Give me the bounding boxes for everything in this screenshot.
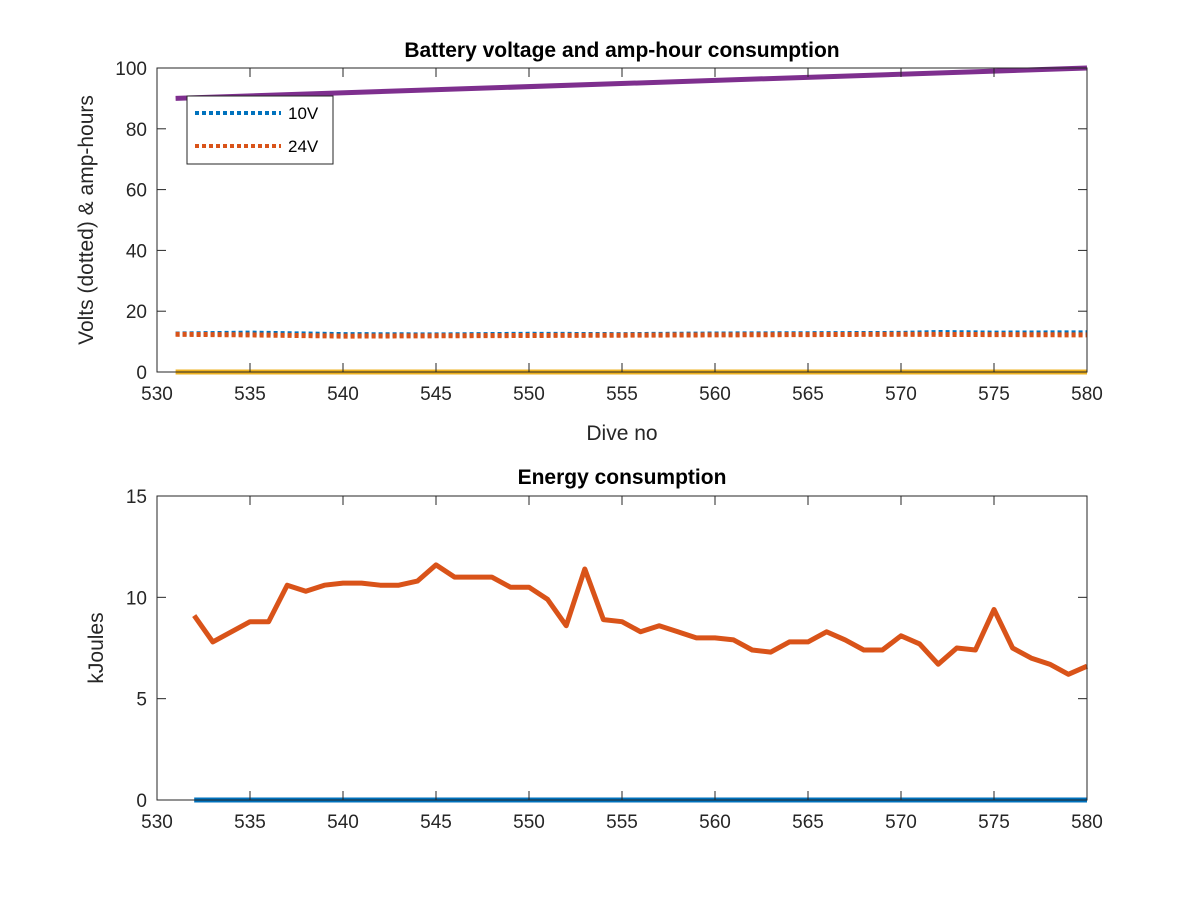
energy-x-tick-label: 565 <box>792 812 824 833</box>
energy-y-tick-label: 5 <box>136 690 147 711</box>
energy-x-tick-label: 535 <box>234 812 266 833</box>
amp-hour-line-purple <box>175 65 1088 101</box>
legend-label-10v: 10V <box>288 104 319 123</box>
energy-x-tick-label: 530 <box>141 812 173 833</box>
battery-x-tick-label: 565 <box>792 384 824 405</box>
battery-y-tick-label: 80 <box>126 120 147 141</box>
chart-energy: 530 535 540 545 550 555 560 565 570 575 580 0 5 10 15… <box>85 466 1103 833</box>
battery-y-tick-label: 0 <box>136 363 147 384</box>
battery-y-tick-label: 20 <box>126 302 147 323</box>
energy-x-tick-label: 560 <box>699 812 731 833</box>
energy-x-tick-label: 550 <box>513 812 545 833</box>
battery-x-tick-label: 530 <box>141 384 173 405</box>
battery-y-tick-label: 60 <box>126 181 147 202</box>
energy-line-orange <box>192 562 1088 677</box>
energy-x-tick-label: 580 <box>1071 812 1103 833</box>
battery-x-tick-label: 570 <box>885 384 917 405</box>
energy-y-tick-label: 15 <box>126 487 147 508</box>
battery-x-tick-label: 540 <box>327 384 359 405</box>
battery-legend: 10V 24V <box>186 95 334 165</box>
battery-x-tick-label: 575 <box>978 384 1010 405</box>
battery-y-tick-label: 40 <box>126 241 147 262</box>
energy-y-axis-label: kJoules <box>85 612 108 683</box>
legend-box <box>186 95 334 165</box>
energy-x-ticks: 530 535 540 545 550 555 560 565 570 575 580 <box>141 496 1103 833</box>
battery-x-tick-label: 580 <box>1071 384 1103 405</box>
energy-x-tick-label: 575 <box>978 812 1010 833</box>
battery-x-tick-label: 560 <box>699 384 731 405</box>
battery-chart-title: Battery voltage and amp-hour consumption <box>404 39 839 62</box>
chart-battery: 530 535 540 545 550 555 560 565 570 575 580 0 20 40 6… <box>75 39 1103 445</box>
24v-voltage-line <box>175 331 1088 339</box>
energy-x-tick-label: 555 <box>606 812 638 833</box>
battery-y-tick-label: 100 <box>115 59 147 80</box>
energy-x-tick-label: 570 <box>885 812 917 833</box>
energy-y-tick-label: 10 <box>126 588 147 609</box>
energy-y-ticks: 0 5 10 15 <box>126 487 1087 812</box>
battery-x-tick-label: 545 <box>420 384 452 405</box>
battery-x-tick-label: 535 <box>234 384 266 405</box>
battery-y-ticks: 0 20 40 60 80 100 <box>115 59 1087 384</box>
legend-label-24v: 24V <box>288 137 319 156</box>
energy-x-tick-label: 545 <box>420 812 452 833</box>
battery-x-tick-label: 555 <box>606 384 638 405</box>
battery-y-axis-label: Volts (dotted) & amp-hours <box>75 95 98 345</box>
battery-x-axis-label: Dive no <box>586 422 657 445</box>
battery-x-tick-label: 550 <box>513 384 545 405</box>
battery-x-ticks: 530 535 540 545 550 555 560 565 570 575 580 <box>141 68 1103 405</box>
energy-x-tick-label: 540 <box>327 812 359 833</box>
energy-y-tick-label: 0 <box>136 791 147 812</box>
energy-chart-title: Energy consumption <box>518 466 727 489</box>
